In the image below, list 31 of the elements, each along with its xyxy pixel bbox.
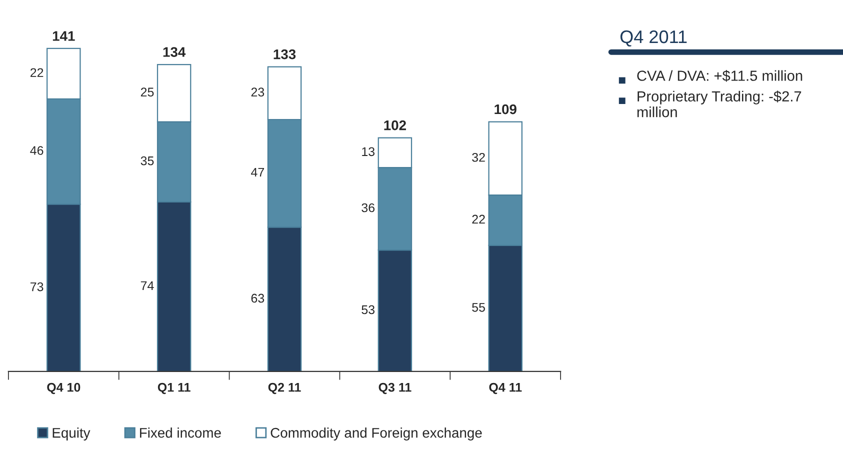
legend-label: Equity [52, 428, 90, 440]
data-label: 55 [472, 303, 485, 312]
data-label: 13 [362, 147, 375, 156]
total-label: 109 [494, 104, 516, 114]
text: Q4 2011 [620, 30, 687, 46]
data-label: 46 [30, 146, 44, 155]
data-label: 36 [362, 203, 375, 212]
data-label: 63 [251, 294, 264, 303]
legend-label: Fixed income [140, 428, 221, 438]
data-label: 74 [140, 281, 154, 290]
data-label: 23 [251, 88, 264, 97]
text: CVA / DVA: +$11.5 million [637, 70, 802, 82]
total-label: 133 [274, 49, 296, 60]
text: Proprietary Trading: -$2.7 million [637, 90, 802, 118]
x-tick-label: Q3 11 [378, 382, 412, 394]
total-label: 134 [163, 47, 186, 57]
data-label: 32 [472, 152, 485, 162]
x-tick-label: Q4 10 [47, 382, 80, 394]
total-label: 141 [52, 31, 75, 41]
x-tick-label: Q1 11 [158, 382, 190, 394]
x-tick-label: Q2 11 [268, 382, 301, 394]
data-label: 22 [472, 214, 485, 224]
x-tick-label: Q4 11 [489, 382, 522, 394]
data-label: 53 [362, 305, 375, 314]
data-label: 25 [140, 88, 154, 97]
data-label: 35 [140, 156, 154, 166]
total-label: 102 [384, 120, 406, 130]
data-label: 47 [251, 168, 264, 177]
legend-label: Commodity and Foreign exchange [270, 428, 482, 440]
data-label: 22 [30, 68, 44, 77]
data-label: 73 [30, 282, 44, 292]
